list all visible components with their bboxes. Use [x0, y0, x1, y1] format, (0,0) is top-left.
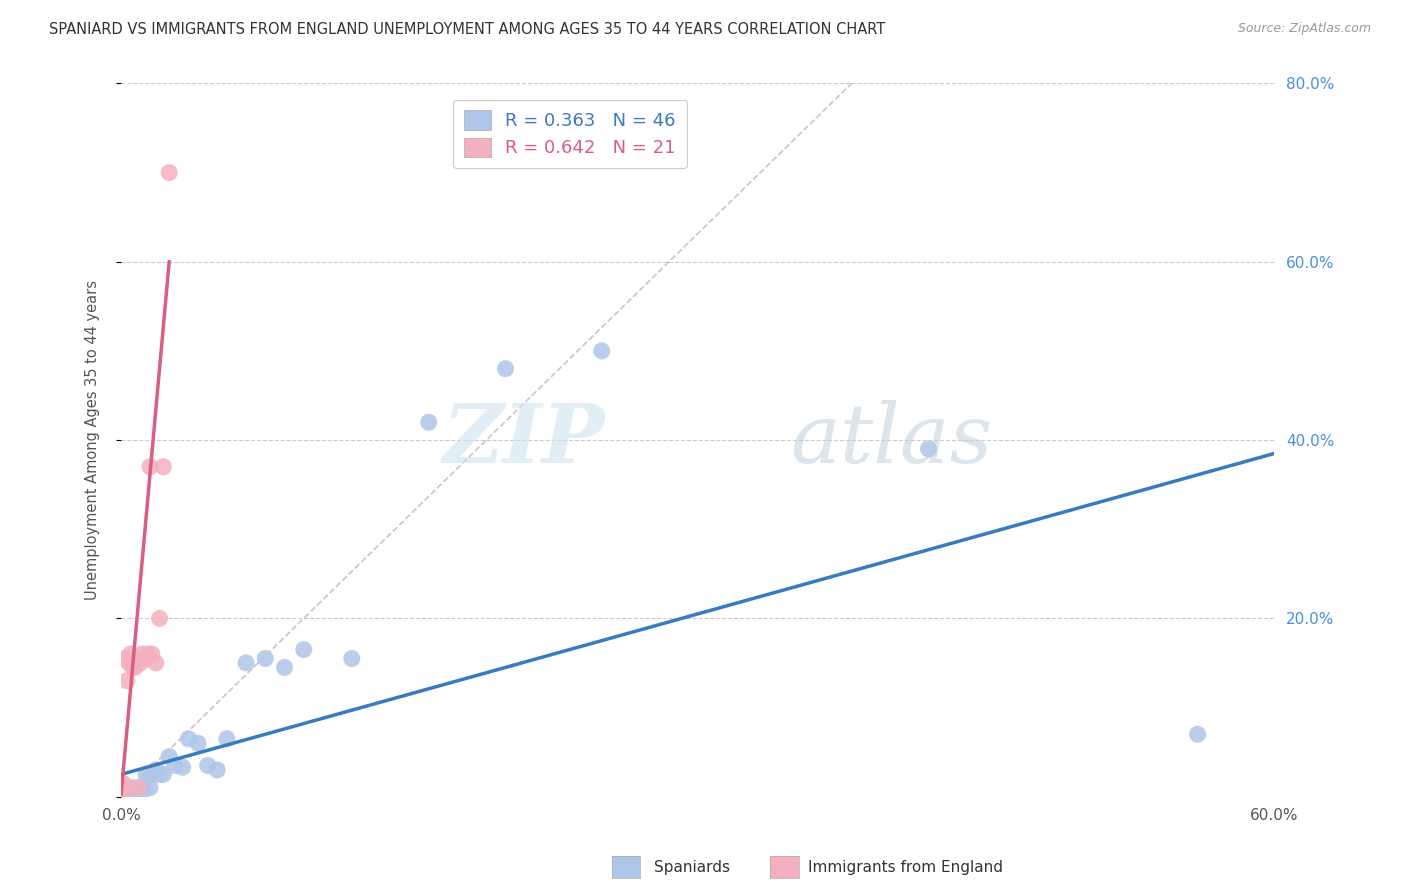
Point [124, 786, 146, 800]
Point [187, 736, 209, 750]
Point [591, 343, 613, 358]
Point [118, 656, 141, 670]
Legend: R = 0.363   N = 46, R = 0.642   N = 21: R = 0.363 N = 46, R = 0.642 N = 21 [453, 100, 686, 169]
Point [145, 656, 167, 670]
Text: SPANIARD VS IMMIGRANTS FROM ENGLAND UNEMPLOYMENT AMONG AGES 35 TO 44 YEARS CORRE: SPANIARD VS IMMIGRANTS FROM ENGLAND UNEM… [49, 22, 886, 37]
Point [177, 731, 200, 746]
Text: Spaniards: Spaniards [654, 860, 730, 874]
Point [135, 651, 157, 665]
Point [254, 651, 277, 665]
Point [112, 785, 135, 799]
Point [131, 647, 153, 661]
Point [139, 459, 162, 474]
Point [118, 782, 141, 797]
Text: Source: ZipAtlas.com: Source: ZipAtlas.com [1237, 22, 1371, 36]
Point [127, 780, 149, 795]
Point [115, 780, 138, 795]
Point [112, 785, 135, 799]
Point [152, 767, 174, 781]
Point [141, 767, 163, 781]
Point [172, 760, 194, 774]
Point [135, 767, 157, 781]
Point [127, 783, 149, 797]
Point [235, 656, 257, 670]
Point [114, 783, 136, 797]
Point [118, 785, 141, 799]
Point [121, 660, 143, 674]
Point [418, 415, 440, 429]
Point [148, 767, 170, 781]
Point [124, 660, 146, 674]
Point [124, 782, 146, 797]
Text: ZIP: ZIP [443, 400, 606, 480]
Point [121, 784, 143, 798]
Point [273, 660, 295, 674]
Point [141, 647, 163, 661]
Point [129, 784, 152, 798]
Point [112, 776, 135, 790]
Point [115, 673, 138, 688]
Point [120, 783, 142, 797]
Point [112, 779, 135, 793]
Point [114, 786, 136, 800]
Point [292, 642, 315, 657]
Point [148, 611, 170, 625]
Point [114, 780, 136, 795]
Point [120, 647, 142, 661]
Point [115, 787, 138, 801]
Point [114, 651, 136, 665]
Point [157, 165, 180, 179]
Point [115, 784, 138, 798]
Point [139, 780, 162, 795]
Point [125, 651, 148, 665]
Point [152, 459, 174, 474]
Point [157, 749, 180, 764]
Point [340, 651, 363, 665]
Point [136, 647, 159, 661]
Point [197, 758, 219, 772]
Point [207, 763, 229, 777]
Point [131, 779, 153, 793]
Point [495, 361, 517, 376]
Point [917, 442, 939, 456]
Point [125, 785, 148, 799]
Point [215, 731, 238, 746]
Point [114, 780, 136, 795]
Point [121, 780, 143, 795]
Point [145, 763, 167, 777]
Point [134, 782, 156, 797]
Point [1187, 727, 1209, 741]
Text: Immigrants from England: Immigrants from England [808, 860, 1004, 874]
Point [120, 786, 142, 800]
Point [129, 656, 152, 670]
Text: atlas: atlas [790, 400, 993, 480]
Point [163, 758, 186, 772]
Point [112, 782, 135, 797]
Y-axis label: Unemployment Among Ages 35 to 44 years: Unemployment Among Ages 35 to 44 years [86, 280, 100, 600]
